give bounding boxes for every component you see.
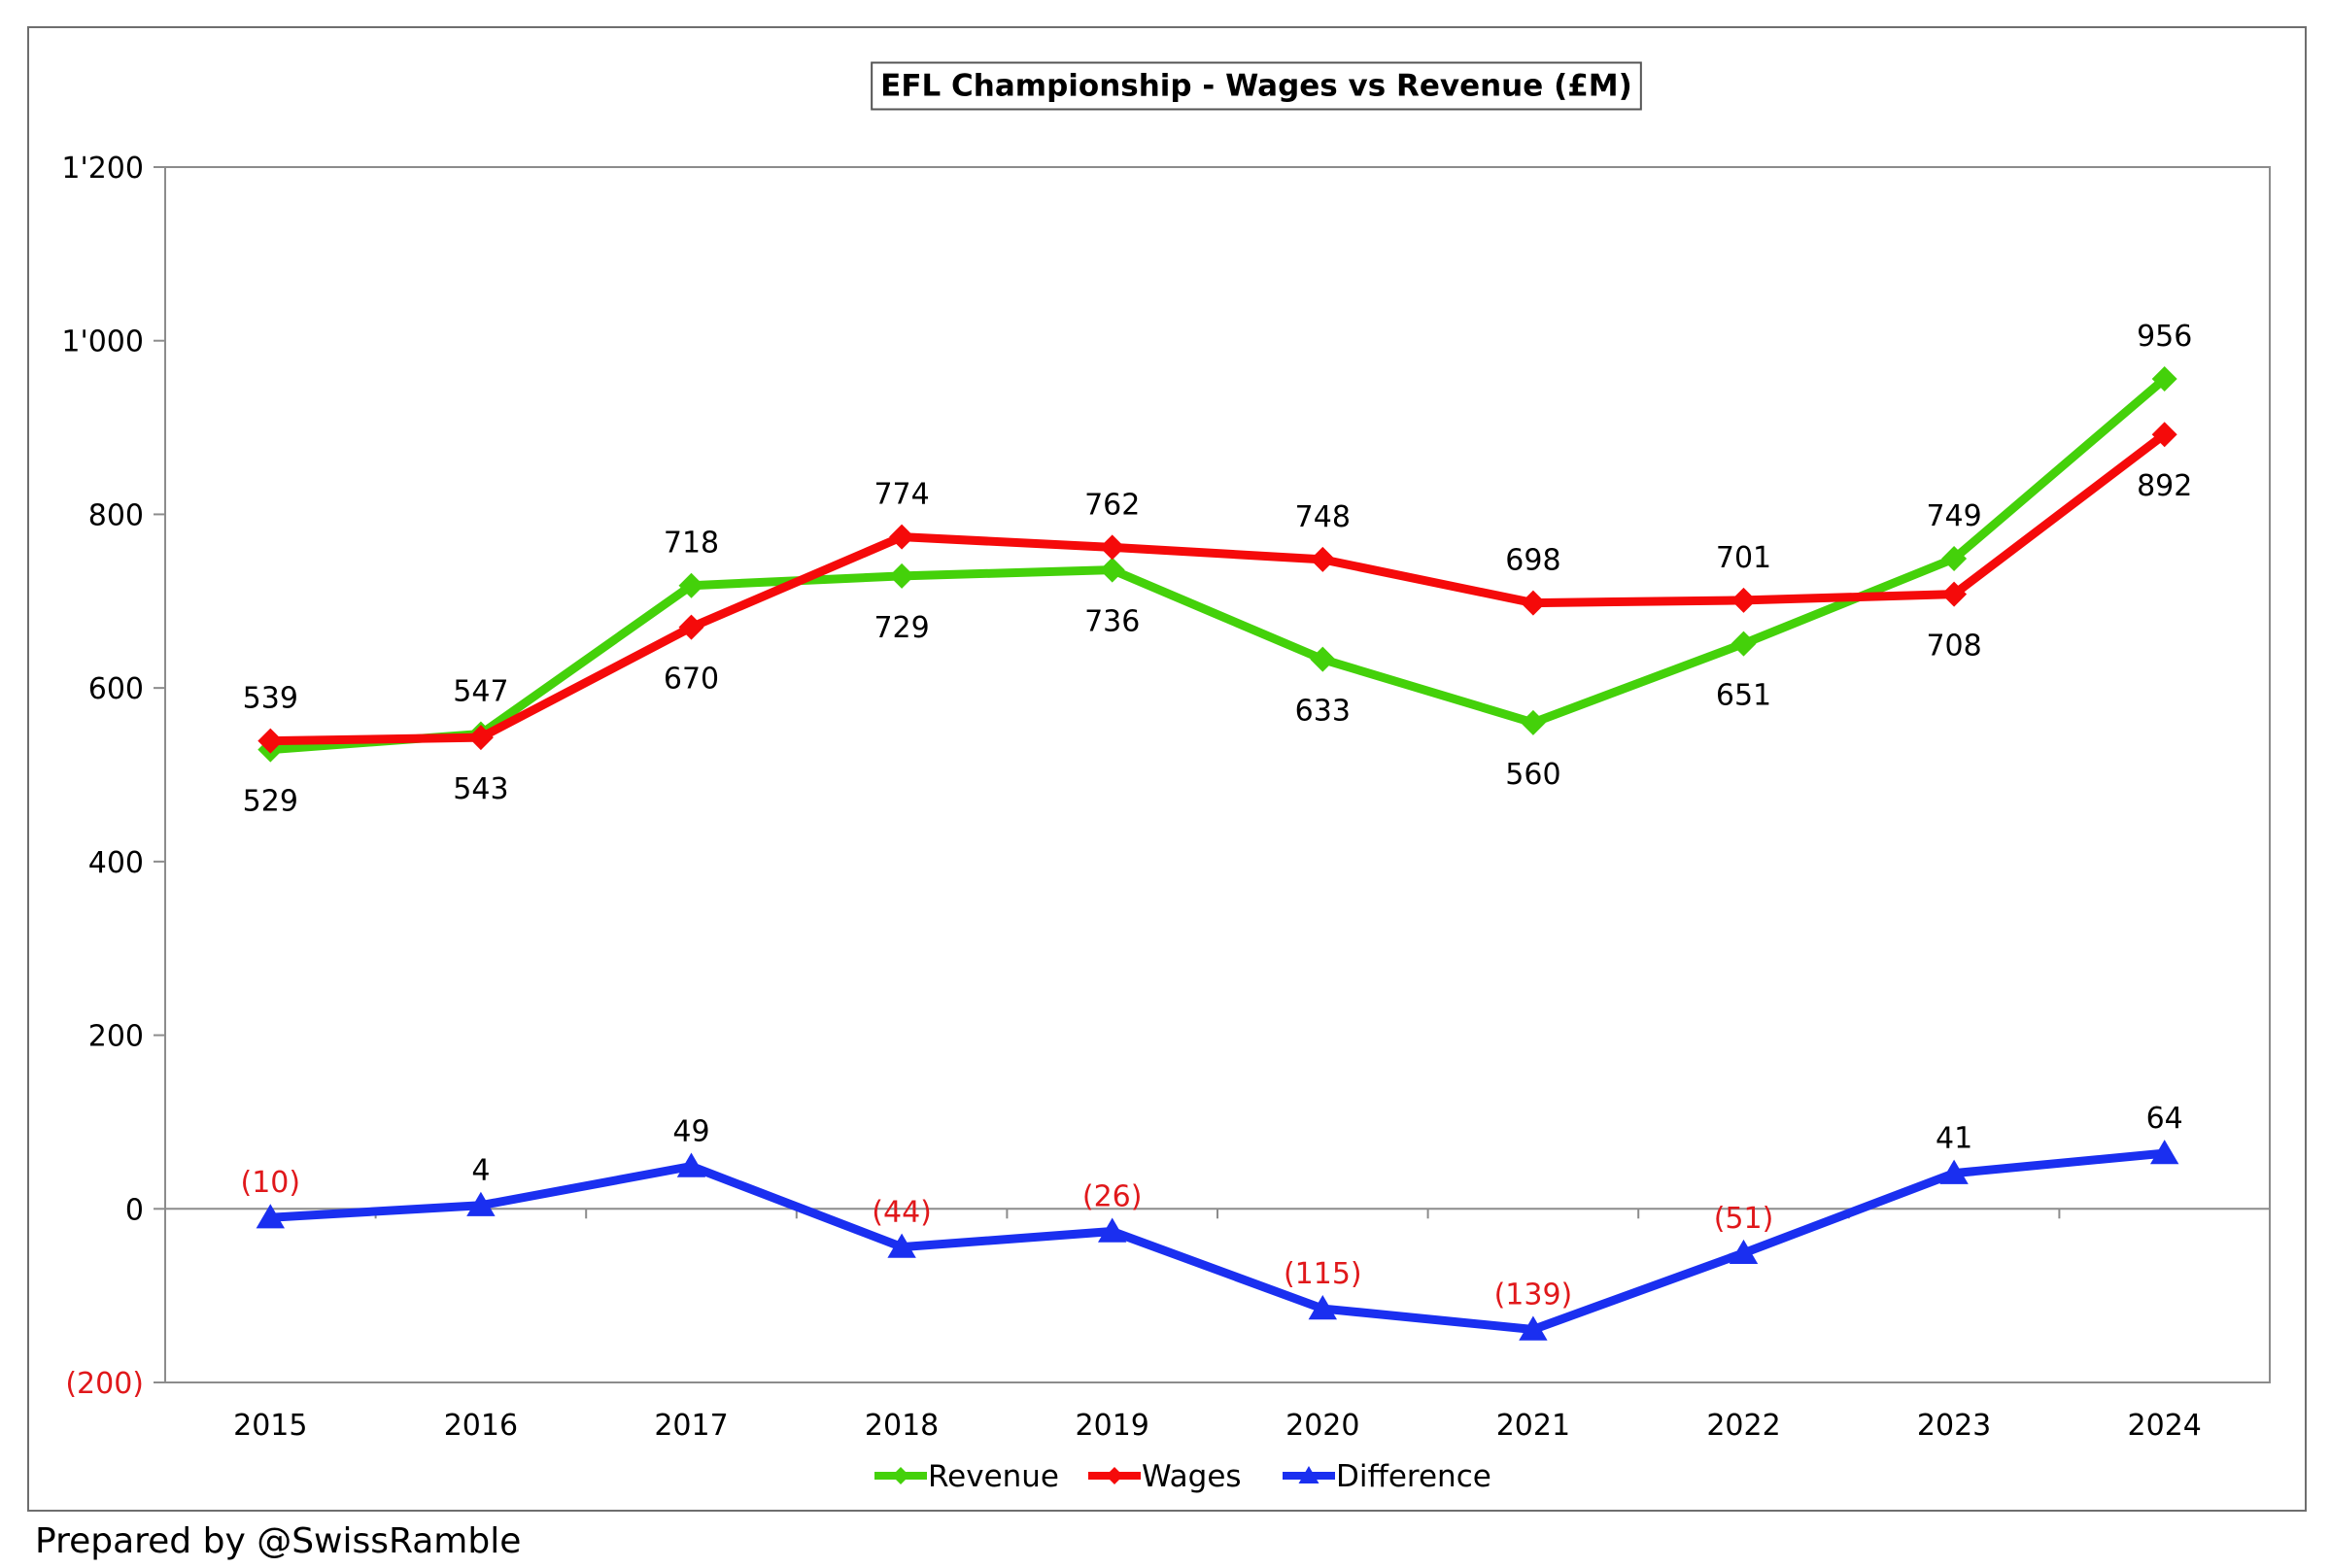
data-label-revenue: 633 [1295, 695, 1351, 729]
chart-svg: EFL Championship - Wages vs Revenue (£M)… [61, 61, 2271, 1494]
data-point-revenue [1730, 631, 1757, 657]
legend-marker-revenue [892, 1467, 909, 1484]
data-point-revenue [1310, 646, 1336, 672]
data-label-difference: (26) [1082, 1180, 1143, 1214]
data-point-wages [467, 725, 494, 751]
data-label-wages: 670 [664, 663, 719, 697]
data-label-difference: (10) [241, 1166, 301, 1200]
chart-frame: EFL Championship - Wages vs Revenue (£M)… [27, 26, 2307, 1512]
data-label-revenue: 729 [874, 611, 929, 645]
footer-credit: Prepared by @SwissRamble [35, 1521, 522, 1561]
chart-title: EFL Championship - Wages vs Revenue (£M) [880, 69, 1632, 104]
data-point-wages [1310, 546, 1336, 572]
data-label-difference: 4 [471, 1154, 490, 1188]
data-point-difference [1939, 1159, 1969, 1184]
data-label-revenue: 560 [1505, 758, 1560, 792]
x-tick-label: 2015 [233, 1409, 307, 1443]
x-tick-label: 2017 [654, 1409, 728, 1443]
data-label-difference: 64 [2146, 1102, 2183, 1136]
x-tick-label: 2019 [1076, 1409, 1149, 1443]
legend-label-difference: Difference [1336, 1459, 1491, 1494]
plot-area [164, 166, 2271, 1383]
data-label-difference: (51) [1714, 1202, 1774, 1236]
y-tick-label: 800 [88, 498, 144, 532]
y-tick-label: 1'200 [61, 152, 144, 186]
x-tick-label: 2021 [1496, 1409, 1570, 1443]
data-point-wages [1099, 534, 1125, 561]
data-label-wages: 543 [453, 772, 508, 806]
data-point-difference [1729, 1239, 1759, 1265]
data-point-wages [678, 614, 704, 640]
x-tick-label: 2024 [2128, 1409, 2202, 1443]
legend-marker-difference [1298, 1466, 1319, 1483]
y-tick-label: 400 [88, 846, 144, 880]
data-point-wages [257, 728, 284, 754]
legend-label-revenue: Revenue [928, 1459, 1059, 1494]
y-tick-label: 0 [125, 1193, 144, 1227]
y-tick-label: (200) [65, 1367, 144, 1401]
data-label-revenue: 956 [2137, 320, 2192, 354]
data-label-difference: 49 [672, 1115, 709, 1149]
x-tick-label: 2023 [1917, 1409, 1991, 1443]
x-tick-label: 2018 [865, 1409, 939, 1443]
series-line-wages [265, 429, 2170, 746]
y-tick-label: 200 [88, 1020, 144, 1054]
chart-title-box [871, 61, 1642, 111]
data-label-difference: (115) [1284, 1257, 1362, 1291]
data-label-difference: (44) [872, 1196, 932, 1230]
data-point-difference [887, 1233, 916, 1258]
data-point-difference [1308, 1295, 1337, 1320]
data-point-wages [1730, 587, 1757, 613]
data-label-wages: 539 [243, 682, 298, 716]
data-point-revenue [678, 572, 704, 598]
x-tick-label: 2016 [444, 1409, 518, 1443]
data-label-revenue: 529 [243, 785, 298, 819]
data-label-wages: 701 [1716, 541, 1771, 575]
data-point-difference [676, 1152, 706, 1177]
y-tick-label: 1'000 [61, 325, 144, 359]
y-tick-label: 600 [88, 672, 144, 706]
data-label-revenue: 718 [664, 527, 719, 561]
data-label-revenue: 651 [1716, 679, 1771, 713]
data-label-difference: 41 [1936, 1122, 1972, 1156]
data-label-difference: (139) [1494, 1278, 1573, 1312]
data-point-wages [2151, 422, 2177, 448]
data-point-revenue [1520, 709, 1546, 735]
data-point-revenue [889, 562, 915, 589]
data-point-wages [1520, 590, 1546, 616]
data-label-wages: 762 [1084, 488, 1140, 522]
data-label-wages: 892 [2137, 469, 2192, 503]
data-point-revenue [1099, 557, 1125, 583]
data-label-wages: 748 [1295, 500, 1351, 534]
data-label-wages: 708 [1926, 630, 1981, 664]
series-line-difference [265, 1148, 2170, 1334]
data-label-revenue: 736 [1084, 605, 1140, 639]
data-point-wages [889, 524, 915, 550]
data-point-difference [256, 1204, 285, 1229]
data-point-revenue [2151, 366, 2177, 392]
data-point-difference [1519, 1315, 1548, 1341]
data-label-wages: 774 [874, 478, 929, 512]
x-tick-label: 2020 [1285, 1409, 1359, 1443]
data-point-difference [2150, 1140, 2179, 1165]
data-point-revenue [1941, 546, 1968, 572]
data-point-wages [1941, 581, 1968, 607]
data-point-difference [466, 1191, 496, 1216]
data-point-difference [1098, 1217, 1127, 1243]
data-label-wages: 698 [1505, 544, 1560, 578]
legend-label-wages: Wages [1142, 1459, 1242, 1494]
legend-marker-wages [1106, 1467, 1123, 1484]
data-label-revenue: 749 [1926, 499, 1981, 533]
x-tick-label: 2022 [1706, 1409, 1780, 1443]
data-label-revenue: 547 [453, 675, 508, 709]
